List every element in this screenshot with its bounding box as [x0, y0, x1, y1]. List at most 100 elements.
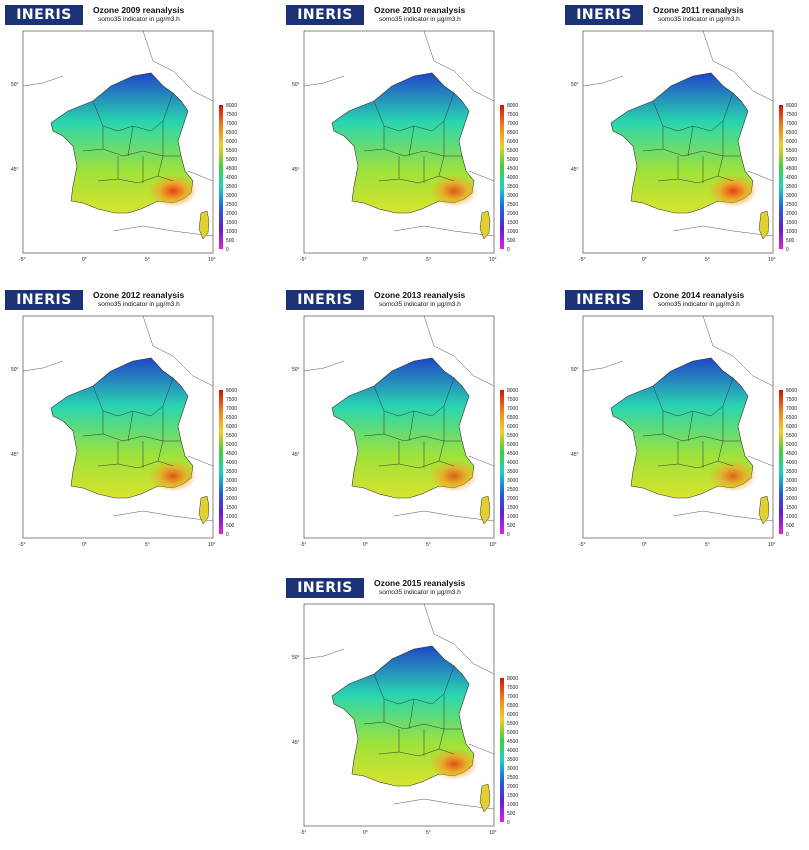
- panel-subtitle: somo35 indicator in µg/m3.h: [98, 301, 180, 308]
- colorbar-label: 3000: [226, 478, 237, 484]
- colorbar-label: 1000: [507, 514, 518, 520]
- colorbar-label: 6500: [786, 130, 797, 136]
- colorbar-label: 2000: [786, 211, 797, 217]
- lon-tick: 5°: [426, 830, 431, 836]
- ineris-logo: INERIS: [565, 290, 643, 310]
- colorbar-label: 3500: [507, 757, 518, 763]
- colorbar-label: 4500: [226, 451, 237, 457]
- lon-tick: 10°: [489, 542, 497, 548]
- colorbar-label: 5500: [786, 433, 797, 439]
- colorbar-label: 3000: [786, 478, 797, 484]
- colorbar-label: 5500: [226, 433, 237, 439]
- colorbar-label: 7500: [786, 112, 797, 118]
- colorbar-label: 5500: [786, 148, 797, 154]
- panel-title: Ozone 2012 reanalysis: [93, 290, 185, 300]
- colorbar-label: 3500: [226, 469, 237, 475]
- panel-title: Ozone 2015 reanalysis: [374, 578, 466, 588]
- panel-subtitle: somo35 indicator in µg/m3.h: [379, 589, 461, 596]
- lat-tick: 50°: [292, 82, 300, 88]
- colorbar-label: 500: [507, 238, 516, 244]
- colorbar-label: 6500: [507, 703, 518, 709]
- colorbar-label: 1500: [786, 505, 797, 511]
- lon-tick: -5°: [300, 257, 306, 263]
- map-panel: INERIS Ozone 2012 reanalysis somo35 indica…: [5, 290, 245, 558]
- colorbar-label: 2500: [226, 487, 237, 493]
- colorbar-label: 6000: [507, 424, 518, 430]
- colorbar-label: 7500: [226, 397, 237, 403]
- colorbar-label: 4500: [226, 166, 237, 172]
- colorbar-label: 2000: [226, 496, 237, 502]
- colorbar-label: 8000: [786, 103, 797, 109]
- colorbar-label: 1500: [507, 793, 518, 799]
- colorbar-label: 8000: [226, 388, 237, 394]
- ineris-logo: INERIS: [5, 5, 83, 25]
- lon-tick: 10°: [208, 257, 216, 263]
- colorbar-label: 8000: [786, 388, 797, 394]
- colorbar-label: 7500: [226, 112, 237, 118]
- colorbar-label: 4500: [507, 451, 518, 457]
- colorbar-label: 3500: [507, 184, 518, 190]
- colorbar: [219, 105, 223, 249]
- colorbar-label: 6500: [507, 415, 518, 421]
- colorbar-label: 5500: [507, 433, 518, 439]
- colorbar: [219, 390, 223, 534]
- colorbar-label: 7500: [507, 397, 518, 403]
- map-panel: INERIS Ozone 2011 reanalysis somo35 indica…: [565, 5, 805, 273]
- lon-tick: 10°: [208, 542, 216, 548]
- colorbar-label: 2000: [786, 496, 797, 502]
- lon-tick: -5°: [19, 257, 25, 263]
- colorbar-label: 5500: [226, 148, 237, 154]
- ineris-logo: INERIS: [286, 578, 364, 598]
- colorbar: [500, 390, 504, 534]
- colorbar-label: 5000: [786, 157, 797, 163]
- lon-tick: -5°: [300, 542, 306, 548]
- lon-tick: 5°: [145, 257, 150, 263]
- colorbar-label: 0: [507, 532, 510, 538]
- map-panel: INERIS Ozone 2015 reanalysis somo35 indica…: [286, 578, 526, 846]
- colorbar-label: 1500: [786, 220, 797, 226]
- lat-tick: 50°: [571, 367, 579, 373]
- ineris-logo: INERIS: [5, 290, 83, 310]
- colorbar-label: 8000: [507, 103, 518, 109]
- panel-title: Ozone 2009 reanalysis: [93, 5, 185, 15]
- lon-tick: -5°: [300, 830, 306, 836]
- colorbar-label: 2000: [507, 496, 518, 502]
- panel-subtitle: somo35 indicator in µg/m3.h: [658, 16, 740, 23]
- colorbar-label: 3500: [226, 184, 237, 190]
- lat-tick: 50°: [11, 82, 19, 88]
- colorbar-label: 6000: [226, 139, 237, 145]
- colorbar-label: 7500: [507, 112, 518, 118]
- colorbar-label: 500: [507, 523, 516, 529]
- ozone-map: 50° 45° -5° 0° 5° 10° 8000 7500 7000 6500 6000 5500…: [292, 30, 518, 263]
- colorbar-label: 6000: [786, 424, 797, 430]
- colorbar-label: 5000: [507, 157, 518, 163]
- ineris-logo: INERIS: [286, 290, 364, 310]
- colorbar-label: 500: [507, 811, 516, 817]
- colorbar-label: 0: [226, 247, 229, 253]
- colorbar-label: 8000: [507, 388, 518, 394]
- lon-tick: 0°: [82, 542, 87, 548]
- colorbar-label: 4500: [507, 166, 518, 172]
- colorbar-label: 4500: [786, 451, 797, 457]
- colorbar-label: 4000: [786, 175, 797, 181]
- ozone-map: 50° 45° -5° 0° 5° 10° 8000 7500 7000 6500 6000 5500…: [11, 30, 237, 263]
- colorbar-label: 8000: [507, 676, 518, 682]
- colorbar-label: 7500: [786, 397, 797, 403]
- colorbar-label: 5500: [507, 148, 518, 154]
- lon-tick: 10°: [489, 257, 497, 263]
- lon-tick: -5°: [19, 542, 25, 548]
- lon-tick: -5°: [579, 257, 585, 263]
- colorbar-label: 6000: [507, 139, 518, 145]
- panel-subtitle: somo35 indicator in µg/m3.h: [379, 16, 461, 23]
- lon-tick: 10°: [489, 830, 497, 836]
- colorbar-label: 1000: [786, 229, 797, 235]
- lat-tick: 50°: [292, 367, 300, 373]
- colorbar-label: 2000: [507, 784, 518, 790]
- colorbar-label: 7000: [226, 121, 237, 127]
- lat-tick: 50°: [571, 82, 579, 88]
- colorbar-label: 6500: [226, 415, 237, 421]
- colorbar-label: 3000: [786, 193, 797, 199]
- colorbar-label: 6500: [226, 130, 237, 136]
- lon-tick: 5°: [705, 257, 710, 263]
- colorbar-label: 2500: [507, 487, 518, 493]
